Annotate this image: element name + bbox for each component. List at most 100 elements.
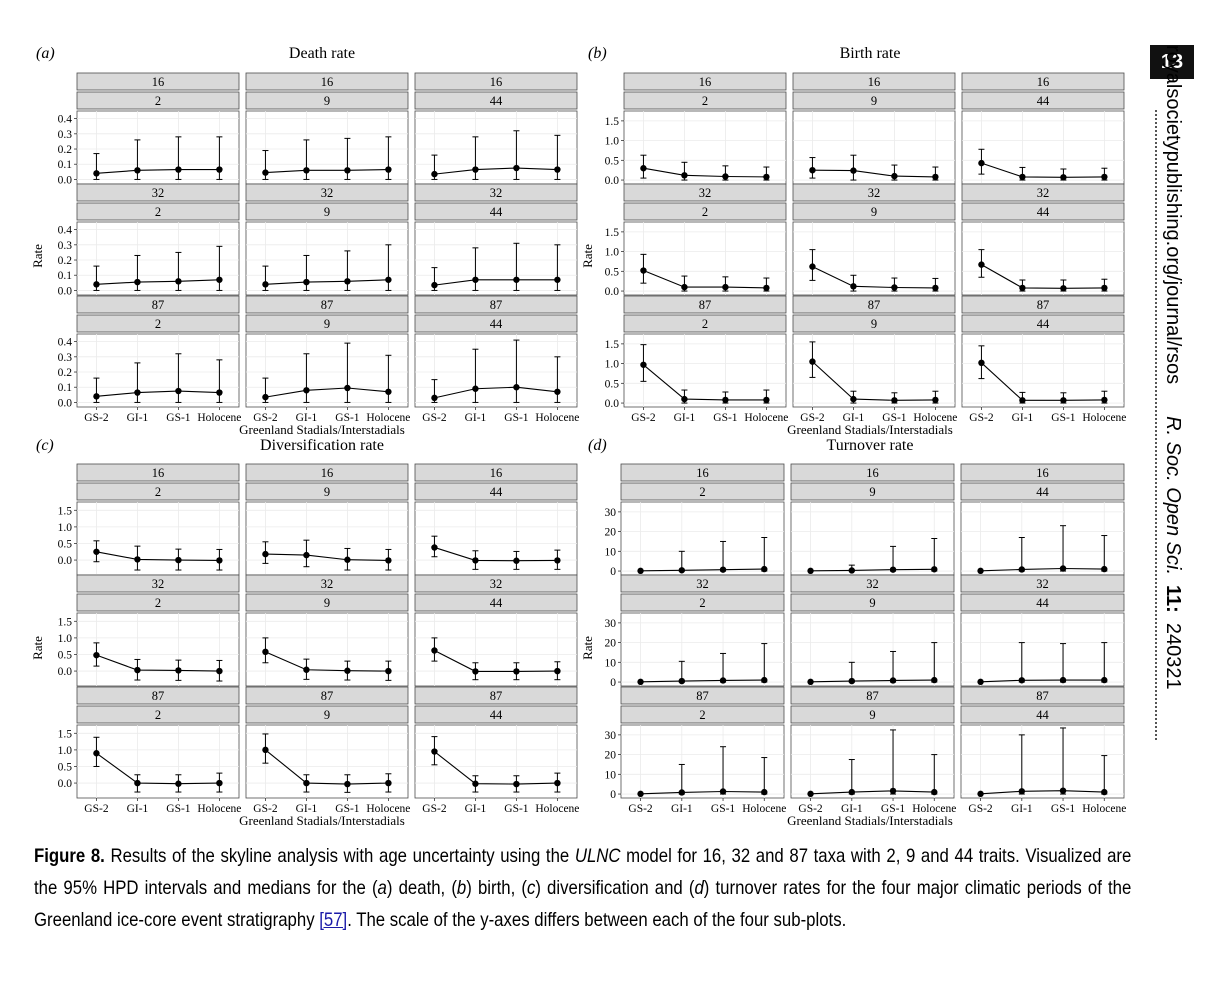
median-point <box>850 283 857 290</box>
facet-strip-traits <box>76 705 240 724</box>
median-point <box>681 172 688 179</box>
facet-traits-label: 9 <box>324 317 330 331</box>
median-point <box>262 550 269 558</box>
median-point <box>763 284 770 292</box>
facet-strip-traits <box>792 314 956 333</box>
facet-strip-taxa <box>76 295 240 314</box>
x-tick-label: GS-1 <box>881 803 906 815</box>
median-point <box>431 394 438 402</box>
median-point <box>175 278 182 285</box>
y-axis-label: Rate <box>30 636 45 660</box>
caption-text: ) diversification and ( <box>535 877 695 899</box>
y-tick-label: 0 <box>610 566 616 578</box>
x-tick-label: GS-2 <box>253 803 278 815</box>
facet-87-44: 87 44 GS-2 GI-1 GS-1 Holocene <box>960 686 1126 815</box>
facet-taxa-label: 32 <box>866 577 879 591</box>
median-point <box>93 393 100 400</box>
x-tick-label: GS-2 <box>84 412 109 424</box>
median-point <box>344 667 351 674</box>
median-point <box>175 387 182 395</box>
panel-label: (d) <box>588 437 607 454</box>
facet-taxa-label: 32 <box>321 186 334 200</box>
median-point <box>1019 397 1026 404</box>
facet-strip-traits <box>960 593 1125 612</box>
citation-link[interactable]: [57] <box>319 909 348 931</box>
figure-caption: Figure 8. Results of the skyline analysi… <box>34 840 1131 936</box>
facet-strip-traits <box>620 593 785 612</box>
median-point <box>763 173 770 181</box>
facet-strip-taxa <box>76 72 240 91</box>
x-tick-label: Holocene <box>535 412 579 424</box>
y-tick-label: 0.1 <box>58 382 73 394</box>
caption-label: Figure 8. <box>34 845 105 867</box>
article-number: 240321 <box>1162 622 1185 690</box>
median-point <box>303 167 310 174</box>
facet-32-2: 32 2 0.0 0.1 0.2 0.3 0.4 <box>58 183 240 297</box>
facet-strip-taxa <box>620 574 785 593</box>
facet-strip-taxa <box>414 686 578 705</box>
facet-taxa-label: 87 <box>1037 298 1050 312</box>
facet-strip-taxa <box>414 295 578 314</box>
chart-panel-d: (d) Turnover rate Greenland Stadials/Inter… <box>580 437 1126 828</box>
median-point <box>1101 565 1108 573</box>
y-tick-label: 0.0 <box>58 555 73 567</box>
facet-traits-label: 44 <box>1037 94 1050 108</box>
median-point <box>978 159 985 167</box>
facet-strip-taxa <box>76 463 240 482</box>
caption-text: model for 16, 32 and 87 taxa with 2, 9 a… <box>34 845 1132 899</box>
facet-traits-label: 9 <box>324 205 330 219</box>
facet-plot-area <box>623 333 787 408</box>
facet-strip-traits <box>245 91 409 110</box>
y-tick-label: 20 <box>605 750 617 762</box>
journal-site: royalsocietypublishing.org/journal/rsos <box>1162 45 1185 385</box>
median-line <box>96 169 220 174</box>
median-point <box>889 566 897 573</box>
facet-taxa-label: 16 <box>696 466 709 480</box>
facet-strip-taxa <box>414 463 578 482</box>
median-point <box>344 278 351 285</box>
facet-32-9: 329 <box>790 574 955 687</box>
facet-taxa-label: 32 <box>1037 186 1050 200</box>
y-tick-label: 30 <box>605 730 617 742</box>
median-point <box>722 283 729 291</box>
facet-32-2: 32 2 0.0 0.5 1.0 1.5 <box>58 574 240 687</box>
facet-strip-taxa <box>623 183 787 202</box>
facet-plot-area <box>960 501 1125 576</box>
median-point <box>385 166 392 173</box>
y-tick-label: 0.5 <box>58 761 73 773</box>
facet-traits-label: 44 <box>490 205 503 219</box>
y-tick-label: 0.0 <box>58 285 73 297</box>
facet-plot-area <box>623 221 787 296</box>
facet-strip-taxa <box>792 295 956 314</box>
median-point <box>385 557 392 564</box>
median-point <box>554 388 561 395</box>
y-tick-label: 0.0 <box>605 286 620 298</box>
facet-plot-area <box>76 612 240 687</box>
median-point <box>513 668 520 675</box>
median-line <box>810 679 935 683</box>
y-tick-label: 0.5 <box>58 649 73 661</box>
x-tick-label: Holocene <box>197 412 241 424</box>
caption-text: ) death, ( <box>386 877 457 899</box>
x-tick-label: GI-1 <box>465 412 487 424</box>
median-point <box>809 166 816 174</box>
facet-plot-area <box>414 333 578 408</box>
median-point <box>761 676 768 684</box>
x-tick-label: GS-2 <box>422 412 447 424</box>
facet-strip-taxa <box>245 463 409 482</box>
facet-plot-area <box>960 612 1125 687</box>
panel-label: (a) <box>36 45 55 62</box>
facet-strip-traits <box>961 314 1125 333</box>
median-point <box>554 166 561 173</box>
facet-strip-traits <box>961 202 1125 221</box>
median-point <box>678 789 685 796</box>
median-point <box>761 788 768 796</box>
x-tick-label: GI-1 <box>841 803 863 815</box>
facet-taxa-label: 87 <box>152 689 165 703</box>
facet-traits-label: 2 <box>702 94 708 108</box>
